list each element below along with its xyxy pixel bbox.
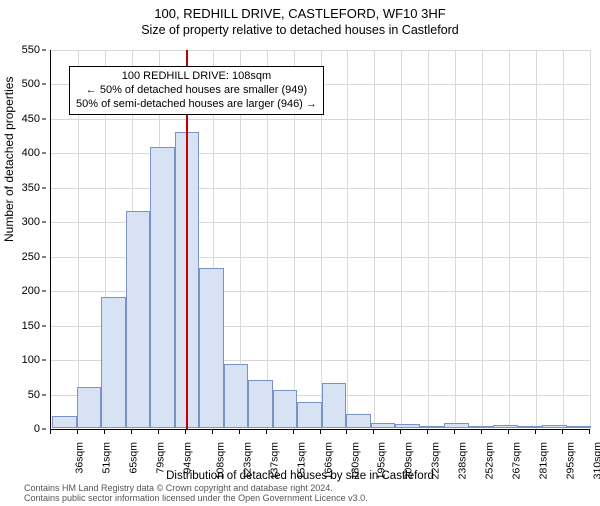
histogram-bar <box>346 414 371 428</box>
histogram-bar <box>518 426 543 428</box>
y-tick-mark <box>42 153 46 154</box>
x-tick-mark <box>239 430 240 434</box>
page-subtitle: Size of property relative to detached ho… <box>0 23 600 37</box>
footer-attribution: Contains HM Land Registry data © Crown c… <box>24 484 368 504</box>
x-axis-label: Distribution of detached houses by size … <box>0 470 600 482</box>
x-tick-mark <box>508 430 509 434</box>
x-tick-mark <box>535 430 536 434</box>
y-tick-label: 350 <box>22 182 40 194</box>
callout-line: 50% of semi-detached houses are larger (… <box>76 98 317 112</box>
histogram-bar <box>322 383 347 428</box>
x-tick-mark <box>481 430 482 434</box>
footer-line-2: Contains public sector information licen… <box>24 494 368 504</box>
y-tick-label: 500 <box>22 78 40 90</box>
x-tick-label: 51sqm <box>100 442 112 474</box>
histogram-bar <box>444 423 469 428</box>
x-tick-mark <box>427 430 428 434</box>
histogram-bar <box>493 425 518 428</box>
histogram-bar <box>567 426 592 428</box>
y-tick-label: 300 <box>22 216 40 228</box>
x-tick-mark <box>293 430 294 434</box>
histogram-bar <box>248 380 273 428</box>
plot-area: 100 REDHILL DRIVE: 108sqm← 50% of detach… <box>50 50 590 430</box>
x-tick-mark <box>104 430 105 434</box>
y-tick-label: 250 <box>22 251 40 263</box>
y-tick-label: 0 <box>34 423 40 435</box>
y-tick-mark <box>42 394 46 395</box>
histogram-bar <box>469 426 494 428</box>
x-tick-mark <box>589 430 590 434</box>
x-tick-mark <box>400 430 401 434</box>
y-tick-label: 200 <box>22 285 40 297</box>
page-title: 100, REDHILL DRIVE, CASTLEFORD, WF10 3HF <box>0 6 600 21</box>
y-tick-mark <box>42 222 46 223</box>
callout-line: 100 REDHILL DRIVE: 108sqm <box>76 70 317 84</box>
y-tick-label: 100 <box>22 354 40 366</box>
x-tick-mark <box>454 430 455 434</box>
y-tick-label: 150 <box>22 320 40 332</box>
y-tick-mark <box>42 429 46 430</box>
x-tick-mark <box>158 430 159 434</box>
histogram-bar <box>420 426 445 428</box>
y-tick-mark <box>42 50 46 51</box>
histogram-bar <box>273 390 298 428</box>
histogram-bar <box>224 364 249 428</box>
x-tick-mark <box>266 430 267 434</box>
gridline-v <box>590 50 591 429</box>
chart-area: 100 REDHILL DRIVE: 108sqm← 50% of detach… <box>50 50 590 430</box>
histogram-bar <box>77 387 102 428</box>
y-tick-label: 450 <box>22 113 40 125</box>
histogram-bar <box>126 211 151 428</box>
x-tick-mark <box>185 430 186 434</box>
y-tick-mark <box>42 325 46 326</box>
property-callout: 100 REDHILL DRIVE: 108sqm← 50% of detach… <box>69 66 324 115</box>
x-tick-label: 94sqm <box>181 442 193 474</box>
x-tick-label: 36sqm <box>74 442 86 474</box>
histogram-bar <box>371 423 396 429</box>
histogram-bar <box>297 402 322 428</box>
x-tick-mark <box>212 430 213 434</box>
y-tick-label: 400 <box>22 147 40 159</box>
y-tick-mark <box>42 256 46 257</box>
y-tick-mark <box>42 118 46 119</box>
x-tick-mark <box>346 430 347 434</box>
x-tick-mark <box>77 430 78 434</box>
x-tick-mark <box>131 430 132 434</box>
y-tick-mark <box>42 84 46 85</box>
histogram-bar <box>150 147 175 428</box>
x-tick-mark <box>50 430 51 434</box>
callout-line: ← 50% of detached houses are smaller (94… <box>76 84 317 98</box>
x-tick-mark <box>320 430 321 434</box>
y-tick-mark <box>42 187 46 188</box>
x-tick-label: 65sqm <box>127 442 139 474</box>
histogram-bar <box>395 424 420 428</box>
x-tick-mark <box>373 430 374 434</box>
y-tick-label: 50 <box>28 389 40 401</box>
x-tick-label: 79sqm <box>154 442 166 474</box>
histogram-bar <box>199 268 224 428</box>
histogram-bar <box>52 416 77 428</box>
x-tick-mark <box>562 430 563 434</box>
histogram-bar <box>101 297 126 428</box>
y-tick-label: 550 <box>22 44 40 56</box>
y-tick-mark <box>42 360 46 361</box>
y-axis-ticks: 050100150200250300350400450500550 <box>0 50 46 430</box>
y-tick-mark <box>42 291 46 292</box>
histogram-bar <box>542 425 567 428</box>
